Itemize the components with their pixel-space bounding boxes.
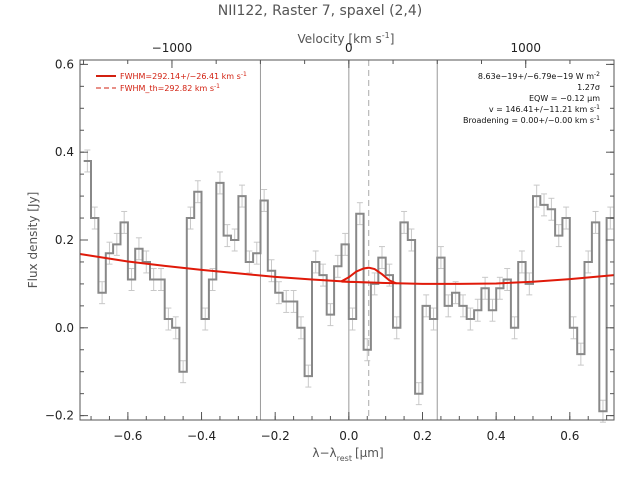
y-tick-label: 0.0 — [55, 321, 74, 335]
annotation-text: v = 146.41+/−11.21 km s — [489, 105, 594, 114]
top-axis-label-end: ] — [390, 32, 395, 46]
annotation-exp: -1 — [594, 115, 600, 122]
x-tick-label: 0.0 — [339, 429, 358, 443]
spectrum-step-series — [83, 160, 614, 413]
annotation-text: EQW = −0.12 μm — [529, 94, 600, 103]
x-tick-label: 0.2 — [413, 429, 432, 443]
fit-gaussian-peak-base-line — [341, 281, 397, 284]
y-axis-label: Flux density [Jy] — [26, 192, 40, 289]
top-axis-label: Velocity [km s-1] — [298, 31, 395, 46]
x-tick-label: −0.2 — [261, 429, 290, 443]
annotation-text: 8.63e−19+/−6.79e−19 W m — [478, 72, 594, 81]
fit-gaussian-line — [341, 266, 398, 285]
annotation-3: v = 146.41+/−11.21 km s-1 — [489, 104, 600, 114]
annotation-text: Broadening = 0.00+/−0.00 km s — [463, 116, 594, 125]
legend-label-exp: -1 — [241, 71, 247, 78]
top-tick-label: 1000 — [510, 41, 541, 55]
legend-label-text: FWHM=292.14+/−26.41 km s — [120, 72, 241, 81]
top-axis-label-text: Velocity [km s — [298, 32, 382, 46]
x-axis-label-unit: [μm] — [355, 446, 384, 460]
x-axis-label: λ−λrest [μm] — [312, 446, 383, 463]
annotation-text: 1.27σ — [577, 83, 600, 92]
top-tick-label: −1000 — [152, 41, 193, 55]
svg-text:Velocity [km s-1]: Velocity [km s-1] — [298, 31, 395, 46]
top-tick-label: 0 — [345, 41, 353, 55]
annotation-0: 8.63e−19+/−6.79e−19 W m-2 — [478, 71, 600, 81]
fit-baseline-line — [79, 253, 615, 285]
y-tick-label: 0.2 — [55, 233, 74, 247]
annotation-4: Broadening = 0.00+/−0.00 km s-1 — [463, 115, 600, 125]
svg-text:λ−λrest[μm]: λ−λrest [μm] — [312, 446, 383, 463]
annotation-2: EQW = −0.12 μm — [529, 94, 600, 103]
annotation-exp: -2 — [594, 71, 600, 78]
legend-label-1: FWHM_th=292.82 km s-1 — [120, 83, 220, 93]
annotation-exp: -1 — [594, 104, 600, 111]
annotation-1: 1.27σ — [577, 83, 600, 92]
x-tick-label: 0.4 — [487, 429, 506, 443]
y-tick-label: −0.2 — [45, 409, 74, 423]
y-tick-label: 0.4 — [55, 145, 74, 159]
legend-label-text: FWHM_th=292.82 km s — [120, 84, 214, 93]
x-tick-label: −0.4 — [187, 429, 216, 443]
plot-area: −0.6 −0.4 −0.2 0.0 0.2 0.4 0.6 −0.2 0.0 0.2 0.4 0.6… — [45, 41, 615, 443]
x-axis-label-text: λ−λ — [312, 446, 336, 460]
y-tick-label: 0.6 — [55, 57, 74, 71]
chart-title: NII122, Raster 7, spaxel (2,4) — [218, 3, 423, 19]
x-axis-label-sub: rest — [337, 454, 352, 463]
top-axis-label-exp: -1 — [382, 31, 390, 40]
x-tick-label: −0.6 — [113, 429, 142, 443]
legend-label-0: FWHM=292.14+/−26.41 km s-1 — [120, 71, 247, 81]
x-tick-label: 0.6 — [560, 429, 579, 443]
legend-label-exp: -1 — [214, 83, 220, 90]
